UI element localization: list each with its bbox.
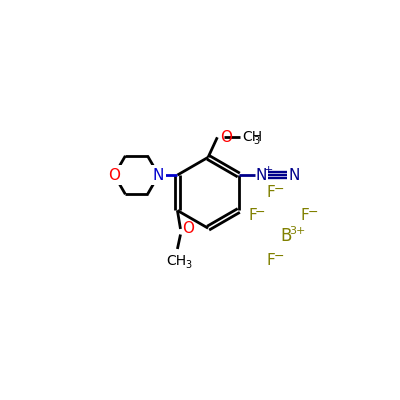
Text: N: N [288,168,300,182]
Text: B: B [280,227,292,245]
Text: F: F [267,185,275,200]
Text: O: O [182,222,194,236]
Text: 3: 3 [185,260,191,270]
Text: −: − [273,182,284,196]
Text: CH: CH [166,254,186,268]
Text: CH: CH [242,130,262,144]
Text: −: − [255,206,265,219]
Text: 3+: 3+ [289,226,306,236]
Text: +: + [264,166,273,176]
Text: F: F [300,208,309,223]
Text: O: O [220,130,232,145]
Text: N: N [256,168,267,182]
Text: F: F [248,208,257,223]
Text: F: F [267,253,275,268]
Text: 3: 3 [254,136,260,146]
Text: −: − [307,206,318,219]
Text: N: N [153,168,164,182]
Text: −: − [273,250,284,263]
Text: O: O [108,168,120,182]
